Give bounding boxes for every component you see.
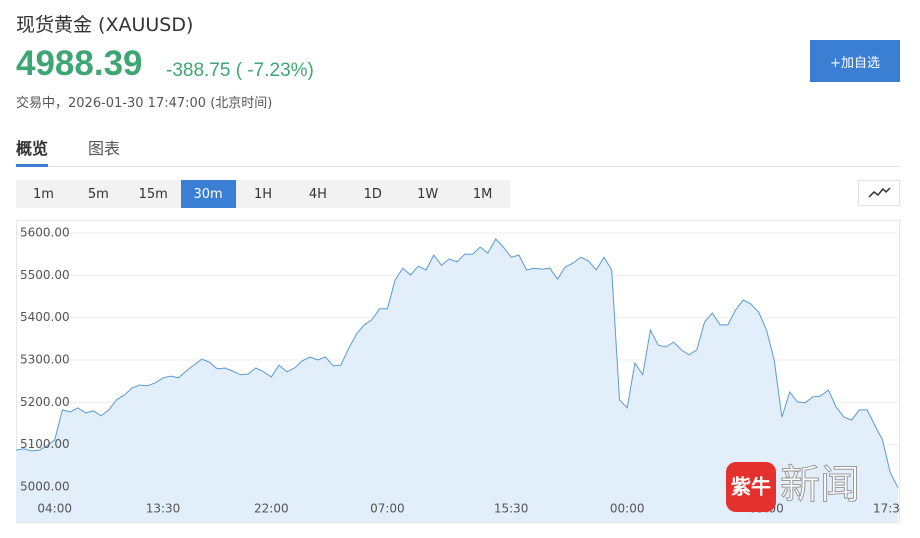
watermark: 紫牛 新闻 bbox=[726, 462, 861, 512]
interval-button[interactable]: 1H bbox=[253, 186, 273, 202]
x-tick-label: 15:30 bbox=[494, 502, 529, 516]
x-tick-label: 13:30 bbox=[146, 502, 181, 516]
y-tick-label: 5100.00 bbox=[20, 437, 70, 451]
watermark-badge-text: 紫牛 bbox=[731, 475, 771, 499]
price-line bbox=[16, 238, 899, 488]
y-tick-label: 5400.00 bbox=[20, 310, 70, 324]
x-tick-label: 22:00 bbox=[254, 502, 289, 516]
y-tick-label: 5300.00 bbox=[20, 353, 70, 367]
tab-divider bbox=[16, 166, 900, 167]
tab-underline bbox=[16, 164, 48, 167]
x-tick-label: 07:00 bbox=[370, 502, 405, 516]
watermark-text: 新闻 bbox=[780, 462, 860, 508]
interval-button[interactable]: 1W bbox=[417, 186, 439, 202]
tab[interactable]: 概览 bbox=[16, 139, 49, 158]
interval-button[interactable]: 1M bbox=[472, 186, 493, 202]
y-tick-label: 5000.00 bbox=[20, 479, 70, 493]
interval-button[interactable]: 5m bbox=[87, 186, 109, 202]
interval-bar: 1m 5m 15m 30m 1H 4H 1D 1W 1M bbox=[16, 180, 510, 208]
x-tick-label: 00:00 bbox=[610, 502, 645, 516]
interval-button[interactable]: 1D bbox=[363, 186, 382, 202]
y-tick-label: 5500.00 bbox=[20, 268, 70, 282]
title: 现货黄金 (XAUUSD) bbox=[16, 14, 194, 36]
price: 4988.39 bbox=[16, 44, 143, 83]
x-tick-label: 17:30 bbox=[873, 502, 900, 516]
interval-button[interactable]: 30m bbox=[180, 180, 236, 208]
add-watchlist-button[interactable]: +加自选 bbox=[810, 40, 900, 82]
x-tick-label: 04:00 bbox=[37, 502, 72, 516]
watermark-badge bbox=[726, 462, 776, 512]
interval-button[interactable]: 15m bbox=[138, 186, 168, 202]
y-tick-label: 5600.00 bbox=[20, 226, 70, 240]
chart-style-button[interactable] bbox=[858, 180, 900, 206]
interval-button[interactable]: 4H bbox=[308, 186, 327, 202]
chart: 5000.00 5100.00 5200.00 5300.00 5400.00 5500.… bbox=[16, 220, 900, 523]
area-fill bbox=[16, 239, 898, 522]
tab[interactable]: 图表 bbox=[88, 139, 121, 158]
trade-status: 交易中，2026-01-30 17:47:00 (北京时间) bbox=[16, 96, 273, 111]
y-tick-label: 5200.00 bbox=[20, 395, 70, 409]
chart-style-icon bbox=[868, 187, 891, 198]
price-change: -388.75 ( -7.23%) bbox=[166, 60, 314, 81]
interval-button[interactable]: 1m bbox=[32, 186, 54, 202]
